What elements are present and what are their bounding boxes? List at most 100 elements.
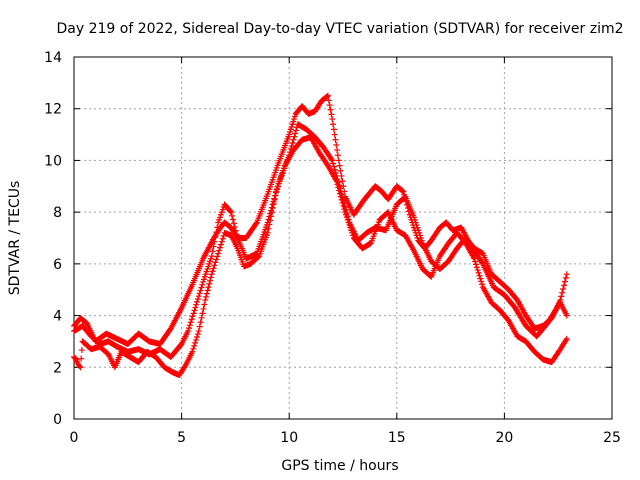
data-point [268, 213, 275, 220]
data-point [230, 220, 237, 227]
data-point [340, 202, 347, 209]
data-point [190, 310, 197, 317]
data-point [265, 225, 272, 232]
data-point [340, 183, 347, 190]
data-point [191, 342, 198, 349]
data-point [336, 162, 343, 169]
data-point [329, 116, 336, 123]
data-point [185, 325, 192, 332]
data-point [228, 209, 235, 216]
data-point [211, 262, 218, 269]
data-point [210, 243, 217, 250]
data-point [197, 319, 204, 326]
x-tick-label: 10 [280, 430, 298, 446]
data-point [563, 312, 570, 319]
y-axis-label: SDTVAR / TECUs [7, 181, 23, 296]
y-tick-label: 2 [53, 360, 62, 376]
data-point [563, 335, 570, 342]
data-point [473, 264, 480, 271]
data-point [204, 287, 211, 294]
data-point [214, 224, 221, 231]
data-point [334, 147, 341, 154]
data-point [232, 227, 239, 234]
data-point [330, 163, 337, 170]
data-point [289, 139, 296, 146]
data-point [337, 193, 344, 200]
x-tick-labels: 0 5 10 15 20 25 [70, 430, 621, 446]
data-point [339, 178, 346, 185]
data-point [330, 160, 337, 167]
data-point [198, 284, 205, 291]
data-point [476, 272, 483, 279]
data-point [328, 156, 335, 163]
data-point [231, 223, 238, 230]
data-point [209, 268, 216, 275]
data-point [191, 307, 198, 314]
data-point [561, 278, 568, 285]
data-point [557, 297, 564, 304]
data-point [329, 157, 336, 164]
data-point [268, 209, 275, 216]
data-point [201, 301, 208, 308]
x-tick-label: 0 [70, 430, 79, 446]
data-point [194, 296, 201, 303]
data-point [193, 333, 200, 340]
data-point [330, 121, 337, 128]
data-point [255, 253, 262, 260]
data-point [339, 199, 346, 206]
data-point [475, 269, 482, 276]
data-point [207, 274, 214, 281]
data-point [472, 258, 479, 265]
data-point [192, 304, 199, 311]
data-point [272, 192, 279, 199]
data-point [270, 200, 277, 207]
data-point [218, 238, 225, 245]
data-point [216, 247, 223, 254]
data-point [336, 187, 343, 194]
data-point [333, 141, 340, 148]
y-tick-label: 12 [44, 102, 62, 118]
data-point [478, 278, 485, 285]
data-point [400, 188, 407, 195]
data-point [211, 238, 218, 245]
data-point [219, 235, 226, 242]
data-point [209, 248, 216, 255]
chart-title: Day 219 of 2022, Sidereal Day-to-day VTE… [57, 21, 624, 37]
data-point [267, 217, 274, 224]
data-point [207, 277, 214, 284]
y-tick-label: 8 [53, 205, 62, 221]
data-point [210, 265, 217, 272]
x-tick-label: 15 [388, 430, 406, 446]
data-point [560, 285, 567, 292]
data-point [203, 293, 210, 300]
data-point [330, 126, 337, 133]
data-point [326, 102, 333, 109]
data-point [213, 256, 220, 263]
data-point [328, 111, 335, 118]
axis-ticks [73, 56, 613, 420]
data-point [213, 229, 220, 236]
y-tick-label: 6 [53, 257, 62, 273]
data-point [195, 293, 202, 300]
x-axis-label: GPS time / hours [281, 458, 398, 474]
data-point [338, 196, 345, 203]
data-point [336, 190, 343, 197]
data-point [212, 233, 219, 240]
data-point [334, 152, 341, 159]
data-point [206, 280, 213, 287]
data-point [558, 293, 565, 300]
y-tick-label: 10 [44, 153, 62, 169]
data-point [198, 314, 205, 321]
data-point [77, 364, 84, 371]
data-point [266, 221, 273, 228]
data-point [264, 229, 271, 236]
data-point [229, 212, 236, 219]
data-point [288, 142, 295, 149]
data-point [559, 289, 566, 296]
data-point [477, 275, 484, 282]
x-tick-label: 5 [177, 430, 186, 446]
data-point [324, 93, 331, 100]
data-point [227, 208, 234, 215]
data-point [194, 298, 201, 305]
